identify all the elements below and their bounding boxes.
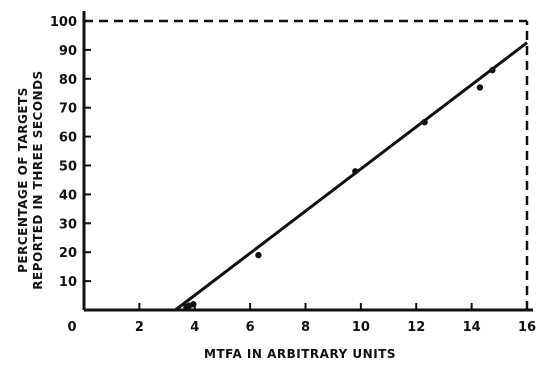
x-tick-label-6: 6: [246, 320, 255, 335]
data-point-4: [352, 168, 359, 175]
reference-lines: [84, 19, 529, 310]
data-point-6: [476, 84, 484, 91]
x-tick-label-0: 0: [67, 320, 76, 335]
data-point-5: [421, 118, 428, 126]
x-tick-labels: 0 2 4 6 8 10 12 14 16: [67, 320, 536, 335]
x-tick-label-8: 8: [301, 320, 310, 335]
x-tick-label-12: 12: [407, 320, 425, 335]
data-point-7: [489, 66, 496, 74]
y-axis-title-line2: REPORTED IN THREE SECONDS: [31, 70, 45, 289]
y-tick-label-30: 30: [59, 217, 77, 232]
x-tick-label-4: 4: [190, 320, 199, 335]
y-tick-label-80: 80: [59, 73, 77, 88]
axes: [82, 11, 533, 312]
x-tick-label-2: 2: [135, 320, 144, 335]
fit-line-group: [174, 41, 528, 312]
y-tick-label-20: 20: [59, 246, 77, 261]
data-points: [183, 66, 496, 311]
x-tick-label-16: 16: [518, 320, 536, 335]
y-tick-label-100: 100: [50, 15, 77, 30]
y-tick-label-70: 70: [59, 102, 77, 117]
y-tick-label-40: 40: [59, 188, 77, 203]
y-tick-label-90: 90: [59, 44, 77, 59]
x-axis-title: MTFA IN ARBITRARY UNITS: [204, 347, 396, 361]
data-point-2: [190, 301, 197, 308]
fit-line: [174, 41, 528, 312]
x-tick-label-10: 10: [352, 320, 370, 335]
data-point-3: [255, 251, 262, 259]
y-axis-title-line1: PERCENTAGE OF TARGETS: [16, 87, 30, 273]
y-tick-label-10: 10: [59, 275, 77, 290]
y-tick-labels: 10 20 30 40 50 60 70 80 90 100: [50, 15, 77, 290]
y-tick-label-60: 60: [59, 131, 77, 146]
y-axis-title: PERCENTAGE OF TARGETS REPORTED IN THREE …: [16, 70, 45, 289]
y-tick-label-50: 50: [59, 160, 77, 175]
x-tick-label-14: 14: [463, 320, 481, 335]
